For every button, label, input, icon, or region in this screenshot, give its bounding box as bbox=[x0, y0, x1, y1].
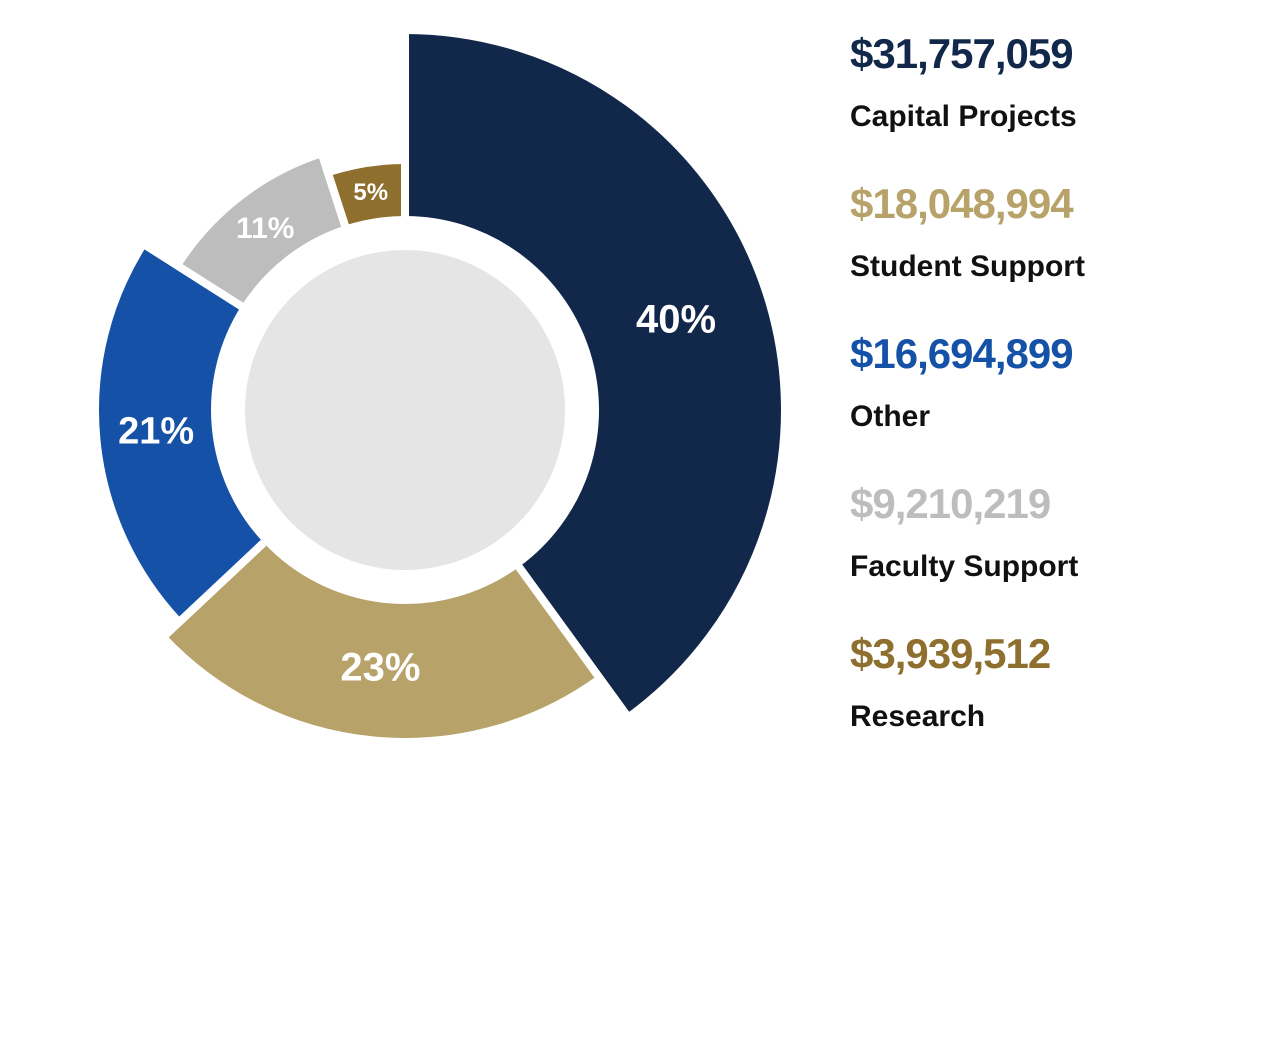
legend-amount: $9,210,219 bbox=[850, 480, 1250, 528]
legend-item-research: $3,939,512 Research bbox=[850, 630, 1250, 734]
legend-amount: $3,939,512 bbox=[850, 630, 1250, 678]
legend-label: Faculty Support bbox=[850, 550, 1250, 584]
legend-item-capital-projects: $31,757,059 Capital Projects bbox=[850, 30, 1250, 134]
donut-inner-circle bbox=[245, 250, 565, 570]
donut-chart-svg: 40% 23% 21% 11% 5% bbox=[0, 0, 830, 860]
legend-label: Student Support bbox=[850, 250, 1250, 284]
legend: $31,757,059 Capital Projects $18,048,994… bbox=[850, 30, 1250, 780]
legend-item-other: $16,694,899 Other bbox=[850, 330, 1250, 434]
legend-label: Other bbox=[850, 400, 1250, 434]
donut-slice-label-capital_projects: 40% bbox=[636, 297, 716, 341]
donut-slice-label-other: 21% bbox=[118, 411, 194, 453]
legend-label: Research bbox=[850, 700, 1250, 734]
legend-amount: $16,694,899 bbox=[850, 330, 1250, 378]
legend-item-faculty-support: $9,210,219 Faculty Support bbox=[850, 480, 1250, 584]
donut-slice-label-research: 5% bbox=[353, 179, 388, 206]
infographic-container: 40% 23% 21% 11% 5% $31,757,059 Capital Proje… bbox=[0, 0, 1262, 1042]
legend-amount: $31,757,059 bbox=[850, 30, 1250, 78]
donut-slice-label-student_support: 23% bbox=[340, 645, 420, 689]
legend-item-student-support: $18,048,994 Student Support bbox=[850, 180, 1250, 284]
donut-slice-label-faculty_support: 11% bbox=[236, 212, 294, 245]
donut-chart: 40% 23% 21% 11% 5% bbox=[0, 0, 830, 860]
legend-label: Capital Projects bbox=[850, 100, 1250, 134]
legend-amount: $18,048,994 bbox=[850, 180, 1250, 228]
